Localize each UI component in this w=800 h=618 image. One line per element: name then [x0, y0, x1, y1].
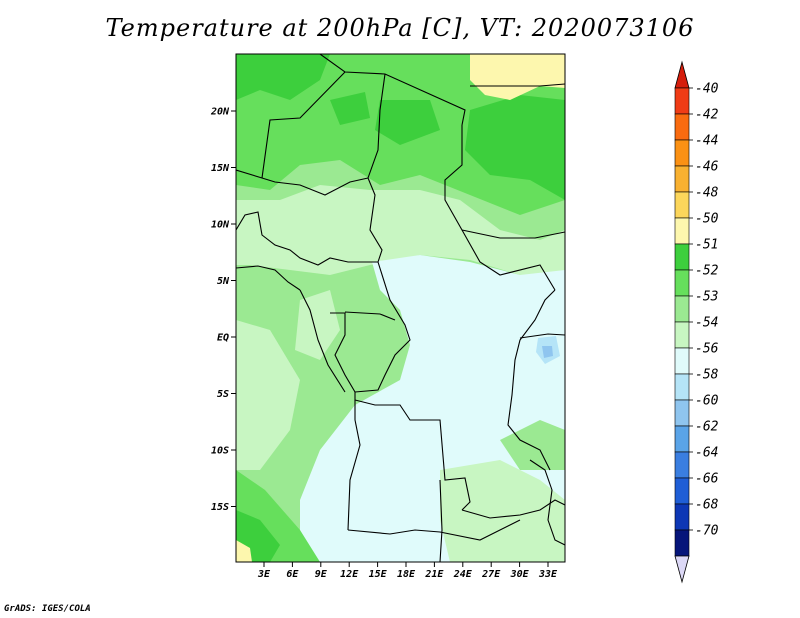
colorbar-swatch — [674, 321, 690, 349]
field-region-minus53-band — [236, 185, 565, 280]
x-tick-label: 6E — [286, 569, 299, 580]
colorbar-label: -66 — [695, 472, 719, 487]
colorbar-label: -46 — [695, 160, 719, 175]
colorbar-swatch — [674, 399, 690, 427]
colorbar-label: -54 — [695, 316, 718, 331]
chart-title: Temperature at 200hPa [C], VT: 202007310… — [105, 14, 695, 42]
field-region-minus51-nw — [236, 54, 330, 100]
colorbar-swatch — [674, 113, 690, 141]
x-tick-label: 3E — [257, 569, 271, 580]
y-tick-label: EQ — [217, 333, 229, 344]
colorbar-swatch — [674, 529, 690, 557]
y-tick-label: 15S — [211, 502, 229, 513]
colorbar-label: -56 — [695, 342, 719, 357]
colorbar-swatch — [674, 87, 690, 115]
x-tick-label: 30E — [510, 569, 530, 580]
boundary-line-7 — [236, 265, 301, 291]
field-region-minus58-patch — [542, 346, 553, 358]
boundary-line-17 — [461, 229, 565, 239]
colorbar-top-arrow — [674, 60, 690, 89]
field-region-minus51-small — [330, 92, 370, 125]
boundary-line-11 — [354, 392, 471, 511]
colorbar-swatch — [674, 477, 690, 505]
coastline-west — [299, 289, 346, 393]
x-tick-label: 27E — [481, 569, 501, 580]
boundary-line-5 — [236, 169, 369, 196]
colorbar-swatch — [674, 191, 690, 219]
colorbar-label: -42 — [695, 108, 719, 123]
colorbar-swatch — [674, 425, 690, 453]
boundary-line-13 — [439, 479, 443, 562]
map-frame — [235, 53, 566, 563]
boundary-line-19 — [529, 459, 565, 546]
y-tick-label: 10N — [211, 220, 230, 231]
boundary-line-12 — [347, 400, 361, 531]
field-region-minus51-ne — [465, 95, 565, 200]
country-boundaries — [236, 54, 565, 562]
field-region-minus53-lake — [500, 420, 565, 470]
colorbar-swatch — [674, 243, 690, 271]
y-axis-ticks: 20N 15N 10N 5N EQ 5S 10S 15S — [210, 107, 236, 513]
colorbar-label: -60 — [695, 394, 719, 409]
colorbar-label: -53 — [695, 290, 718, 305]
x-tick-label: 33E — [538, 569, 558, 580]
y-tick-label: 15N — [211, 163, 230, 174]
colorbar-label: -68 — [695, 498, 719, 513]
grads-credit: GrADS: IGES/COLA — [4, 604, 91, 614]
colorbar-swatch — [674, 295, 690, 323]
x-tick-label: 18E — [397, 569, 416, 580]
colorbar-swatch — [674, 373, 690, 401]
boundary-line-2 — [261, 71, 346, 179]
boundary-line-16 — [507, 289, 556, 471]
x-tick-label: 12E — [340, 569, 359, 580]
colorbar-label: -51 — [695, 238, 718, 253]
field-region-minus53-se — [440, 460, 565, 562]
colorbar-swatch — [674, 503, 690, 531]
colorbar-label: -64 — [695, 446, 718, 461]
colorbar-label: -40 — [695, 82, 719, 97]
boundary-line-8 — [354, 261, 411, 393]
y-tick-label: 20N — [210, 107, 230, 118]
colorbar-label: -58 — [695, 368, 719, 383]
colorbar-swatch — [674, 139, 690, 167]
colorbar-label: -70 — [695, 524, 719, 539]
boundary-line-14 — [461, 499, 565, 519]
field-region-minus51-center — [375, 100, 440, 145]
boundary-line-20 — [470, 83, 565, 87]
boundary-line-9 — [344, 311, 396, 321]
colorbar-label: -52 — [695, 264, 719, 279]
colorbar-label: -48 — [695, 186, 719, 201]
colorbar-swatch — [674, 217, 690, 245]
colorbar: -40 -42 -44 -46 -48 -50 -51 -52 -53 -54 -56 -58 -60 -… — [674, 60, 719, 584]
boundary-line-10 — [330, 312, 356, 393]
field-region-minus50-ne — [470, 54, 565, 100]
colorbar-swatch — [674, 269, 690, 297]
y-tick-label: 5S — [217, 389, 229, 400]
y-tick-label: 10S — [211, 446, 229, 457]
x-tick-label: 24E — [453, 569, 473, 580]
field-region-minus53-west — [295, 290, 340, 360]
x-tick-label: 21E — [424, 569, 444, 580]
colorbar-label: -62 — [695, 420, 719, 435]
colorbar-swatch — [674, 451, 690, 479]
temperature-field — [236, 54, 565, 562]
boundary-line-3 — [367, 73, 386, 263]
boundary-line-15 — [347, 519, 521, 541]
colorbar-swatch — [674, 347, 690, 375]
x-tick-label: 9E — [315, 569, 328, 580]
colorbar-label: -50 — [695, 212, 719, 227]
boundary-line-18 — [519, 333, 565, 339]
colorbar-swatch — [674, 165, 690, 193]
colorbar-bottom-arrow — [674, 555, 690, 584]
field-region-minus50-sw — [236, 540, 252, 562]
x-axis-ticks: 3E 6E 9E 12E 15E 18E 21E 24E 27E 30E 33E — [257, 562, 558, 580]
boundary-line-6 — [236, 211, 378, 266]
colorbar-label: -44 — [695, 134, 718, 149]
x-tick-label: 15E — [369, 569, 388, 580]
y-tick-label: 5N — [217, 276, 230, 287]
field-region-minus53-coast — [236, 320, 300, 470]
